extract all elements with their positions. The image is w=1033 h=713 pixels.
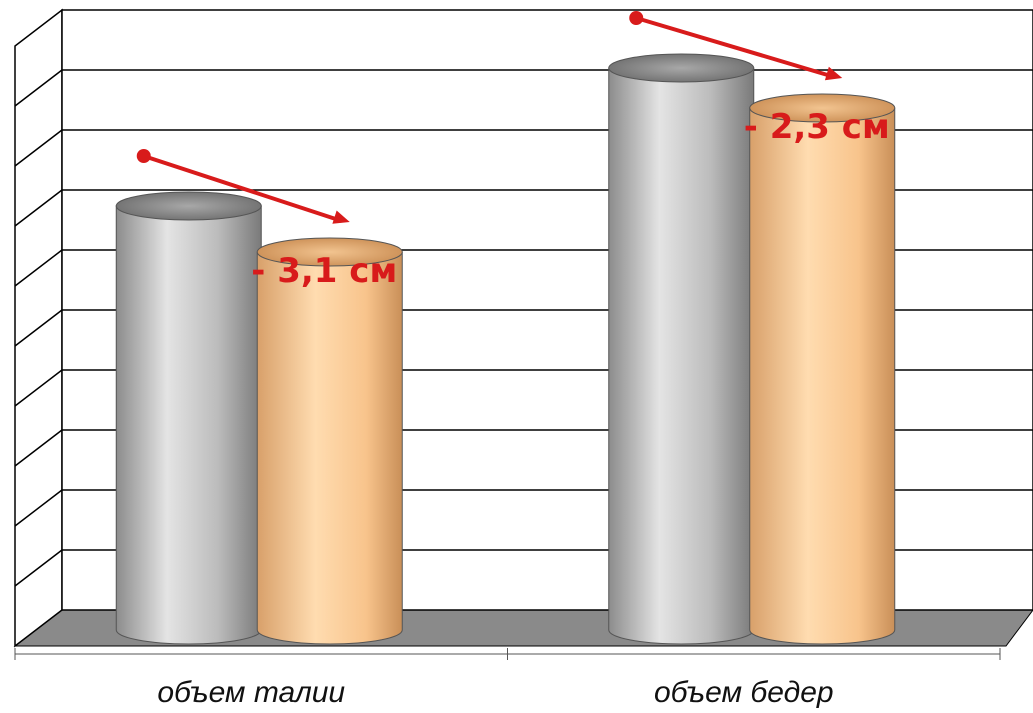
category-labels: объем талии объем бедер [157,676,833,709]
gridline-side [14,249,63,287]
cylinder-top [115,191,262,221]
arrow-head [824,66,843,81]
change-annotation: - 2,3 см [629,11,890,147]
gridline-side [14,489,63,527]
cylinder-top [749,93,896,123]
arrow-line [635,16,835,79]
arrow-line [143,154,343,223]
cylinder-body [749,107,896,645]
cylinder-bar [749,93,896,645]
cylinder-body [256,251,403,645]
arrow-dot [629,11,644,25]
cylinder-body [608,67,755,645]
bars-layer [115,53,896,645]
cylinder-top [256,237,403,267]
gridline-side [14,129,63,167]
cylinder-body [115,205,262,645]
annotation-label: - 3,1 см [251,251,397,291]
gridline-side [14,369,63,407]
arrow-dot [136,149,151,163]
cylinder-bar [115,191,262,645]
category-label: объем талии [157,676,345,709]
annotations-layer: - 3,1 см - 2,3 см [136,11,890,291]
category-label: объем бедер [654,676,834,709]
cylinder-bar [256,237,403,645]
gridline-side [14,189,63,227]
cylinder-bar [608,53,755,645]
gridline-side [14,429,63,467]
gridline-side [14,309,63,347]
annotation-label: - 2,3 см [744,107,890,147]
change-annotation: - 3,1 см [136,149,397,291]
gridline-side [14,69,63,107]
arrow-head [332,210,350,224]
cylinder-top [608,53,755,83]
gridline-side [14,549,63,587]
